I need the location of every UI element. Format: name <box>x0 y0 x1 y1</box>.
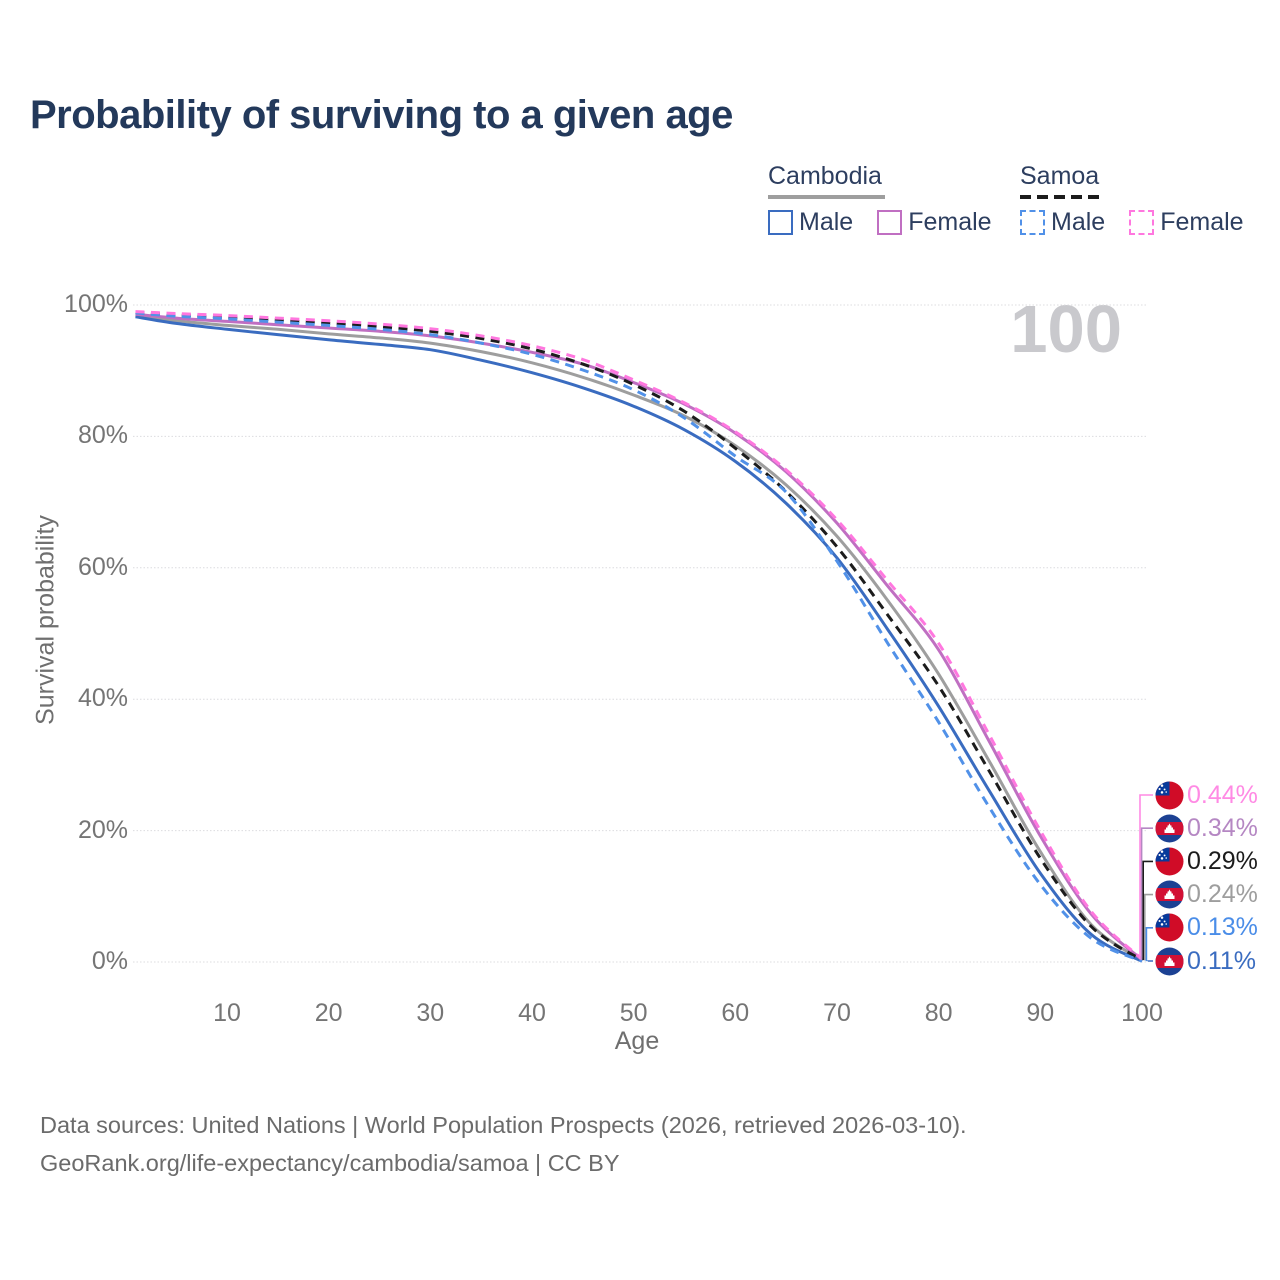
x-tick-label: 50 <box>619 999 648 1027</box>
end-label-samoa-male: 0.13% <box>1155 913 1258 943</box>
x-tick-label: 60 <box>721 999 750 1027</box>
page-title: Probability of surviving to a given age <box>30 93 733 137</box>
cambodia-flag-icon <box>1155 814 1184 843</box>
legend-item-samoa-male[interactable]: Male <box>1020 208 1105 237</box>
legend-item-label: Male <box>1051 207 1106 236</box>
series-line-samoa-male[interactable] <box>135 311 1143 963</box>
leader-line-samoa-male <box>1145 927 1153 962</box>
legend-item-label: Female <box>908 207 992 236</box>
legend-swatch-icon <box>768 209 793 235</box>
x-axis-title: Age <box>614 1027 660 1055</box>
x-tick-label: 10 <box>213 999 241 1027</box>
legend-swatch-icon <box>1129 209 1155 235</box>
legend-country-cambodia[interactable]: Cambodia <box>768 162 882 190</box>
y-tick-label: 40% <box>77 684 128 713</box>
cambodia-flag-icon <box>1155 947 1184 975</box>
x-tick-label: 70 <box>823 999 851 1027</box>
end-label-value: 0.29% <box>1187 846 1258 875</box>
leader-line-samoa-female <box>1139 794 1153 960</box>
end-label-value: 0.34% <box>1187 813 1258 842</box>
end-label-value: 0.11% <box>1187 946 1257 975</box>
end-label-cambodia: 0.24% <box>1155 880 1258 910</box>
legend-item-cambodia-male[interactable]: Male <box>768 208 853 237</box>
samoa-flag-icon <box>1155 781 1184 809</box>
end-label-cambodia-male: 0.11% <box>1155 946 1256 976</box>
watermark-age-100: 100 <box>1010 292 1122 367</box>
samoa-flag-icon <box>1155 913 1184 942</box>
y-tick-label: 0% <box>91 947 128 975</box>
legend-item-samoa-female[interactable]: Female <box>1129 207 1244 237</box>
x-tick-label: 40 <box>518 999 546 1027</box>
legend-samoa-line-swatch <box>1020 194 1104 199</box>
end-label-value: 0.44% <box>1187 780 1258 809</box>
legend-item-label: Male <box>799 207 854 236</box>
end-label-samoa: 0.29% <box>1155 846 1258 876</box>
series-line-cambodia[interactable] <box>135 314 1143 962</box>
y-tick-label: 20% <box>77 815 128 844</box>
footer: Data sources: United Nations | World Pop… <box>40 1106 967 1182</box>
legend-group-cambodia: Cambodia Male Female <box>768 162 1016 237</box>
x-tick-label: 20 <box>314 999 343 1027</box>
footer-sources: Data sources: United Nations | World Pop… <box>40 1112 967 1138</box>
legend-swatch-icon <box>1020 209 1045 235</box>
legend-group-samoa: Samoa Male Female <box>1020 162 1268 237</box>
series-line-samoa[interactable] <box>135 310 1143 962</box>
y-tick-label: 80% <box>77 421 128 450</box>
legend-cambodia-line-swatch <box>768 194 885 199</box>
y-tick-label: 60% <box>77 552 128 581</box>
leader-line-cambodia-female <box>1140 827 1153 960</box>
x-tick-label: 100 <box>1121 999 1163 1027</box>
y-tick-label: 100% <box>64 290 128 318</box>
end-label-cambodia-female: 0.34% <box>1155 813 1258 843</box>
leader-line-cambodia <box>1144 893 1153 961</box>
y-axis-title: Survival probability <box>31 515 60 725</box>
footer-attribution: GeoRank.org/life-expectancy/cambodia/sam… <box>40 1150 620 1176</box>
legend-item-label: Female <box>1160 207 1244 236</box>
leader-line-samoa <box>1142 860 1153 961</box>
samoa-flag-icon <box>1155 847 1184 876</box>
x-tick-label: 80 <box>924 999 953 1027</box>
end-label-value: 0.13% <box>1187 913 1258 942</box>
end-label-value: 0.24% <box>1187 880 1258 909</box>
x-tick-label: 30 <box>416 999 445 1027</box>
series-line-cambodia-female[interactable] <box>135 312 1144 961</box>
end-label-samoa-female: 0.44% <box>1155 780 1258 810</box>
legend-item-cambodia-female[interactable]: Female <box>877 207 992 237</box>
cambodia-flag-icon <box>1155 880 1184 909</box>
legend-swatch-icon <box>877 209 903 235</box>
legend-country-samoa[interactable]: Samoa <box>1020 162 1100 190</box>
series-line-cambodia-male[interactable] <box>135 315 1143 963</box>
x-tick-label: 90 <box>1026 999 1055 1027</box>
